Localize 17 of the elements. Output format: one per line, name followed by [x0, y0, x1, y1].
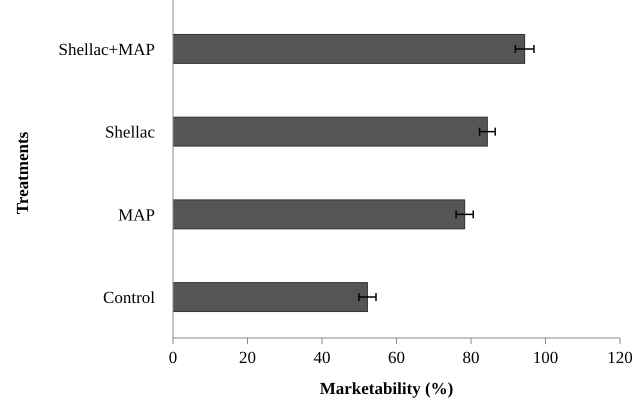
x-tick-label: 100: [532, 348, 558, 367]
y-tick-label: Control: [103, 288, 156, 308]
y-tick-label: MAP: [118, 205, 155, 224]
bar: [172, 116, 488, 147]
x-tick-label: 80: [462, 348, 480, 367]
x-axis-title: Marketability (%): [320, 379, 454, 398]
y-tick-label: Shellac: [104, 122, 156, 142]
x-tick-label: 40: [314, 348, 330, 367]
x-tick-label: 120: [607, 348, 633, 367]
y-axis-title: Treatments: [13, 131, 32, 214]
x-tick-label: 60: [388, 348, 405, 367]
y-tick-label: Shellac+MAP: [58, 40, 155, 59]
x-tick-label: 20: [239, 348, 256, 367]
bar: [172, 34, 526, 64]
bar: [172, 199, 466, 230]
bar: [172, 282, 368, 312]
x-tick-label: 0: [168, 348, 178, 367]
